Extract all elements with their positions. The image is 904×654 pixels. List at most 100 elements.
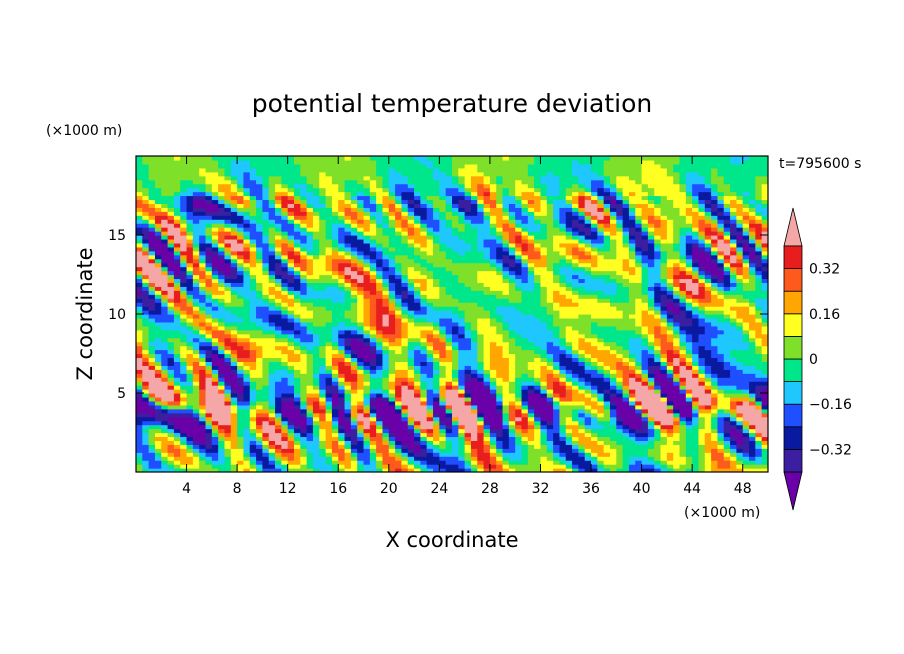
field-cell — [395, 270, 403, 276]
field-cell — [433, 159, 440, 165]
field-cell — [199, 207, 207, 212]
field-cell — [294, 337, 301, 343]
field-cell — [180, 424, 188, 430]
field-cell — [306, 420, 314, 426]
field-cell — [331, 286, 339, 291]
field-cell — [300, 250, 308, 256]
field-cell — [452, 282, 459, 287]
field-cell — [458, 393, 466, 398]
field-cell — [363, 199, 371, 204]
field-cell — [192, 321, 200, 327]
field-cell — [464, 412, 472, 418]
field-cell — [224, 333, 232, 339]
field-cell — [325, 306, 333, 311]
field-cell — [161, 290, 169, 295]
field-cell — [136, 235, 143, 240]
field-cell — [173, 306, 181, 311]
field-cell — [161, 171, 169, 177]
field-cell — [433, 238, 440, 244]
field-cell — [186, 464, 194, 469]
field-cell — [470, 223, 478, 228]
field-cell — [230, 207, 238, 212]
field-cell — [445, 195, 453, 201]
field-cell — [287, 235, 295, 240]
field-cell — [199, 412, 207, 418]
field-cell — [363, 428, 371, 434]
field-cell — [294, 306, 301, 311]
field-cell — [470, 317, 478, 323]
field-cell — [464, 400, 472, 406]
field-cell — [268, 377, 276, 382]
field-cell — [376, 302, 384, 307]
field-cell — [312, 215, 320, 220]
field-cell — [161, 353, 169, 359]
field-cell — [312, 250, 320, 256]
field-cell — [489, 385, 497, 390]
field-cell — [369, 404, 377, 410]
field-cell — [180, 183, 188, 189]
field-cell — [515, 460, 523, 465]
field-cell — [256, 444, 263, 449]
field-cell — [161, 215, 169, 220]
field-cell — [414, 219, 421, 224]
field-cell — [376, 246, 384, 252]
field-cell — [230, 171, 238, 177]
field-cell — [521, 432, 529, 438]
field-cell — [306, 464, 314, 469]
field-cell — [502, 163, 510, 169]
field-cell — [294, 369, 301, 374]
field-cell — [300, 266, 308, 272]
field-cell — [382, 298, 390, 303]
field-cell — [192, 179, 200, 185]
field-cell — [357, 167, 365, 173]
field-cell — [508, 381, 516, 386]
field-cell — [439, 246, 447, 252]
field-cell — [401, 167, 409, 173]
field-cell — [376, 436, 384, 441]
field-cell — [211, 270, 219, 276]
field-cell — [161, 302, 169, 307]
field-cell — [489, 464, 497, 469]
field-cell — [287, 175, 295, 181]
field-cell — [414, 238, 421, 244]
field-cell — [142, 238, 150, 244]
field-cell — [407, 333, 415, 339]
field-cell — [363, 207, 371, 212]
field-cell — [433, 321, 440, 327]
field-cell — [521, 408, 529, 414]
field-cell — [319, 444, 327, 449]
field-cell — [192, 159, 200, 165]
field-cell — [420, 258, 428, 264]
field-cell — [382, 246, 390, 252]
field-cell — [161, 187, 169, 193]
field-cell — [287, 227, 295, 232]
field-cell — [350, 428, 358, 434]
field-cell — [256, 246, 263, 252]
field-cell — [420, 416, 428, 422]
field-cell — [268, 159, 276, 165]
field-cell — [186, 286, 194, 291]
field-cell — [161, 270, 169, 276]
field-cell — [344, 408, 352, 414]
field-cell — [136, 314, 143, 319]
field-cell — [142, 187, 150, 193]
field-cell — [319, 156, 327, 161]
field-cell — [281, 270, 289, 276]
field-cell — [445, 389, 453, 394]
field-cell — [483, 179, 491, 185]
field-cell — [142, 393, 150, 398]
field-cell — [483, 349, 491, 355]
field-cell — [357, 424, 365, 430]
field-cell — [300, 242, 308, 248]
field-cell — [180, 329, 188, 335]
field-cell — [414, 464, 421, 469]
field-cell — [401, 211, 409, 216]
field-cell — [281, 416, 289, 422]
field-cell — [331, 270, 339, 276]
field-cell — [161, 238, 169, 244]
field-cell — [363, 250, 371, 256]
field-cell — [224, 373, 232, 378]
field-cell — [350, 187, 358, 193]
field-cell — [192, 242, 200, 248]
field-cell — [167, 195, 175, 201]
